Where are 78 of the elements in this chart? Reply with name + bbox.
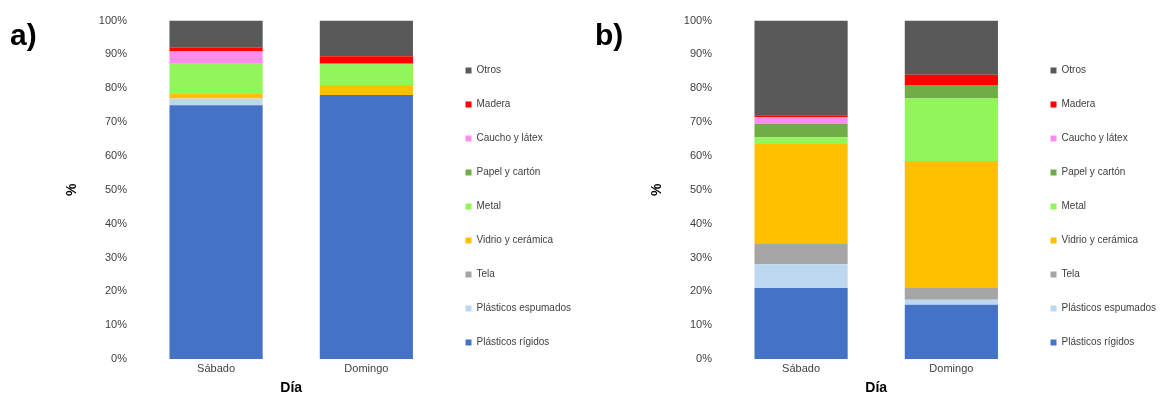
y-tick-label: 100% [683, 13, 713, 26]
x-axis-title: Día [865, 379, 888, 396]
bar [904, 287, 998, 300]
legend-label: Papel y cartón [476, 166, 541, 178]
legend-label: Plásticos rígidos [1061, 336, 1135, 348]
bar [754, 123, 848, 138]
legend-label: Tela [1061, 268, 1081, 280]
bar [319, 64, 413, 85]
y-tick-label: 50% [689, 182, 713, 195]
bar [904, 304, 998, 359]
bar [904, 299, 998, 305]
bar [904, 161, 998, 288]
legend-label: Madera [476, 98, 511, 110]
y-tick-label: 50% [104, 182, 128, 195]
y-axis-title: % [648, 183, 665, 197]
y-tick-label: 40% [104, 216, 128, 229]
bar [904, 84, 998, 99]
bar [169, 47, 263, 52]
y-tick-label: 60% [104, 148, 128, 161]
legend-label: Metal [476, 200, 501, 212]
legend-label: Plásticos espumados [1061, 302, 1157, 314]
legend-label: Otros [1061, 64, 1086, 76]
bar [169, 105, 263, 359]
legend-label: Madera [1061, 98, 1096, 110]
y-tick-label: 80% [689, 81, 713, 94]
x-tick-label: Sábado [197, 361, 236, 374]
y-tick-label: 30% [104, 250, 128, 263]
y-tick-label: 20% [689, 284, 713, 297]
bar [319, 56, 413, 63]
legend-label: Plásticos espumados [476, 302, 572, 314]
legend-label: Caucho y látex [1061, 132, 1128, 144]
chart-title: a) [10, 18, 37, 52]
y-tick-label: 30% [689, 250, 713, 263]
legend-label: Otros [476, 64, 501, 76]
x-tick-label: Domingo [929, 361, 974, 374]
bar [169, 51, 263, 63]
bar [754, 144, 848, 244]
y-tick-label: 0% [111, 352, 128, 365]
y-tick-label: 80% [104, 81, 128, 94]
bar [754, 264, 848, 288]
bar [754, 20, 848, 116]
legend-label: Tela [476, 268, 496, 280]
bar [319, 95, 413, 359]
bar [169, 93, 263, 99]
bar [754, 137, 848, 145]
legend-label: Metal [1061, 200, 1086, 212]
x-tick-label: Domingo [344, 361, 389, 374]
bar [169, 98, 263, 106]
y-tick-label: 100% [98, 13, 128, 26]
legend-label: Papel y cartón [1061, 166, 1126, 178]
y-tick-label: 60% [689, 148, 713, 161]
bar [904, 74, 998, 85]
bar [754, 117, 848, 124]
bar [754, 287, 848, 359]
bar [904, 20, 998, 75]
y-axis-title: % [63, 183, 80, 197]
y-tick-label: 40% [689, 216, 713, 229]
y-tick-label: 90% [689, 47, 713, 60]
y-tick-label: 20% [104, 284, 128, 297]
bar [169, 62, 263, 94]
y-tick-label: 70% [104, 115, 128, 128]
legend-label: Vidrio y cerámica [1061, 234, 1139, 246]
bar [319, 20, 413, 57]
bar [319, 84, 413, 96]
y-tick-label: 10% [689, 318, 713, 331]
y-tick-label: 0% [696, 352, 713, 365]
legend-label: Vidrio y cerámica [476, 234, 554, 246]
bar [904, 98, 998, 162]
y-tick-label: 10% [104, 318, 128, 331]
y-tick-label: 90% [104, 47, 128, 60]
y-tick-label: 70% [689, 115, 713, 128]
x-axis-title: Día [280, 379, 303, 396]
legend-label: Plásticos rígidos [476, 336, 550, 348]
bar [169, 20, 263, 48]
legend-label: Caucho y látex [476, 132, 543, 144]
x-tick-label: Sábado [782, 361, 821, 374]
bar [754, 243, 848, 265]
chart-title: b) [595, 18, 624, 52]
